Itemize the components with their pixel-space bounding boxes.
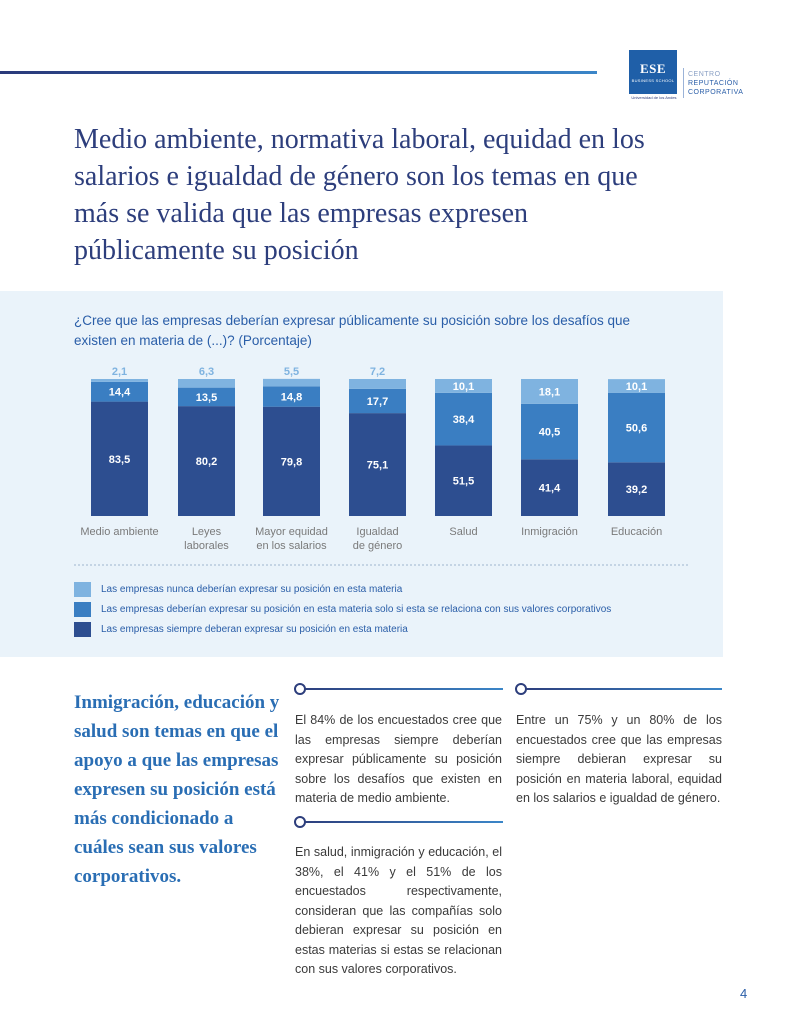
logo-center-line1: CENTRO bbox=[688, 71, 721, 78]
legend-item: Las empresas nunca deberían expresar su … bbox=[74, 579, 611, 599]
legend-item: Las empresas siempre deberan expresar su… bbox=[74, 619, 611, 639]
page-number: 4 bbox=[740, 986, 748, 1001]
column1-top-rule bbox=[300, 688, 503, 690]
column1-bottom-paragraph: En salud, inmigración y educación, el 38… bbox=[295, 845, 502, 976]
legend-label: Las empresas deberían expresar su posici… bbox=[101, 603, 612, 615]
logo-university: Universidad de los Andes bbox=[631, 95, 677, 100]
page-title: Medio ambiente, normativa laboral, equid… bbox=[74, 124, 645, 266]
header-rule bbox=[0, 71, 597, 74]
legend-swatch bbox=[74, 621, 91, 637]
column1-bottom-rule-dot bbox=[294, 816, 306, 828]
logo-center-name: CENTRO REPUTACIÓN CORPORATIVA bbox=[688, 70, 743, 97]
logo-center-line2: REPUTACIÓN bbox=[688, 80, 739, 87]
legend-swatch bbox=[74, 581, 91, 597]
legend-label: Las empresas siempre deberan expresar su… bbox=[101, 623, 408, 635]
legend-label: Las empresas nunca deberían expresar su … bbox=[101, 583, 403, 595]
ese-logo: ESE BUSINESS SCHOOL bbox=[629, 50, 677, 94]
column2-top-rule bbox=[521, 688, 722, 690]
logo-subtitle: BUSINESS SCHOOL bbox=[631, 78, 675, 83]
legend-swatch bbox=[74, 601, 91, 617]
legend-item: Las empresas deberían expresar su posici… bbox=[74, 599, 611, 619]
column2-top-paragraph: Entre un 75% y un 80% de los encuestados… bbox=[516, 713, 722, 805]
chart-question: ¿Cree que las empresas deberían expresar… bbox=[74, 313, 631, 348]
logo-brand: ESE bbox=[639, 61, 667, 76]
column2-top-rule-dot bbox=[515, 683, 527, 695]
column1-bottom-rule bbox=[300, 821, 503, 823]
logo-divider bbox=[683, 68, 684, 98]
chart-legend: Las empresas nunca deberían expresar su … bbox=[74, 579, 611, 639]
column1-top-paragraph: El 84% de los encuestados cree que las e… bbox=[295, 713, 502, 805]
side-quote: Inmigración, educación y salud son temas… bbox=[74, 692, 280, 887]
logo-center-line3: CORPORATIVA bbox=[688, 89, 744, 96]
column1-top-rule-dot bbox=[294, 683, 306, 695]
